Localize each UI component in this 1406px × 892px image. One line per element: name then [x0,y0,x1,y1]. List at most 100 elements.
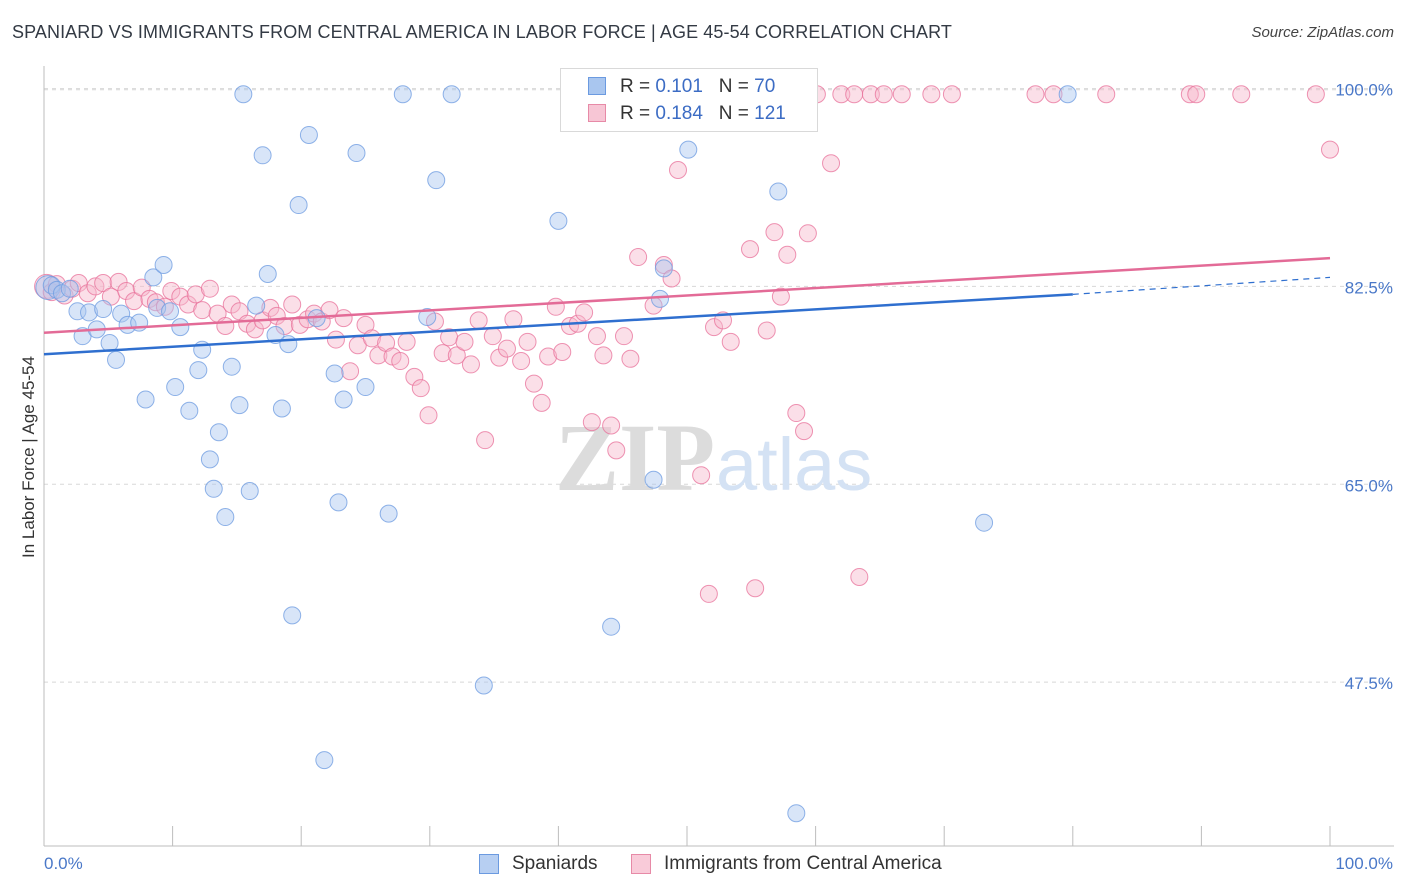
series-spaniards-points [35,85,1077,823]
immigrants-point [1232,85,1251,104]
trend-lines [43,256,1331,356]
immigrants-point [455,332,474,351]
spaniards-point [200,450,219,469]
immigrants-point [594,346,613,365]
immigrants-point [146,293,165,312]
immigrants-point [741,240,760,259]
immigrants-point [587,327,606,346]
grid-lines [44,88,1394,683]
spaniards-point [1058,85,1077,104]
legend-n-label: N = [718,76,749,97]
immigrants-point [1097,85,1116,104]
spaniards-point [216,508,235,527]
spaniards-point [80,303,99,322]
immigrants-point [705,318,724,337]
spaniards-point [787,804,806,823]
immigrants-point [504,310,523,329]
immigrants-point [539,347,558,366]
legend-swatch-spaniards [588,77,606,95]
spaniards-point [769,182,788,201]
immigrants-point [892,85,911,104]
immigrants-point [179,295,198,314]
spaniards-point [347,144,366,163]
spaniards-point [253,146,272,165]
spaniards-point [240,482,259,501]
spaniards-point [379,504,398,523]
immigrants-point [94,274,113,293]
immigrants-point [721,332,740,351]
legend-swatch-immigrants [588,104,606,122]
immigrants-point [822,154,841,173]
immigrants-point [326,330,345,349]
immigrants-point [1026,85,1045,104]
spaniards-point [60,279,79,298]
immigrants-point [461,355,480,374]
spaniards-point [258,265,277,283]
immigrants-point [553,343,572,361]
axes [43,66,1394,847]
immigrants-point [942,85,961,104]
legend-r-label: R = [620,76,651,97]
spaniards-point [204,479,223,498]
immigrants-point [334,309,353,328]
immigrants-point [320,301,339,320]
spaniards-point [47,280,66,299]
source-label: Source: ZipAtlas.com [1251,24,1394,41]
x-tick-label-max: 100.0% [1335,854,1393,873]
spaniards-point [393,85,412,104]
immigrants-point [518,332,537,351]
spaniards-point [166,378,185,397]
legend-n-value-spaniards: 70 [754,76,776,97]
immigrants-point [391,352,410,371]
spaniards-point [209,423,228,442]
immigrants-point [699,584,718,603]
spaniards-point [180,401,199,420]
spaniards-point [325,364,344,383]
immigrants-point [798,224,817,243]
immigrants-point [447,346,466,365]
legend-label-spaniards: Spaniards [512,853,598,874]
immigrants-point [117,281,136,300]
spaniards-point [272,399,291,418]
legend-swatch-spaniards [479,854,499,874]
immigrants-point [692,466,711,485]
immigrants-point [1044,85,1063,104]
spaniards-point [356,378,375,397]
spaniards-point [94,300,113,319]
trend-line-spaniards [43,293,1073,356]
immigrants-point [200,279,219,298]
immigrants-point [746,579,765,598]
immigrants-point [1187,85,1206,104]
y-tick-label: 82.5% [1345,278,1393,297]
spaniards-point [299,125,318,144]
spaniards-point [329,493,348,512]
immigrants-point [546,297,565,316]
immigrants-point [621,349,640,368]
spaniards-point [154,255,173,274]
legend-r-label: R = [620,103,651,124]
immigrants-point [874,85,893,104]
immigrants-point [524,374,543,393]
immigrants-point [861,85,880,104]
immigrants-point [341,362,360,381]
spaniards-point [334,390,353,409]
immigrants-point [171,287,190,306]
spaniards-point [283,606,302,625]
spaniards-point [222,357,241,376]
immigrants-point [419,406,438,425]
y-tick-label: 47.5% [1345,674,1393,693]
series-legend: Spaniards Immigrants from Central Americ… [0,852,1406,878]
immigrants-point [602,416,621,435]
immigrants-point [397,332,416,351]
immigrants-point [662,269,681,288]
spaniards-point [975,513,994,532]
spaniards-point [418,307,437,326]
immigrants-point [162,281,181,300]
immigrants-point [476,431,495,450]
spaniards-point [650,289,669,308]
y-axis-title: In Labor Force | Age 45-54 [19,356,38,558]
spaniards-point [161,302,180,321]
spaniards-point [189,361,208,380]
legend-label-immigrants: Immigrants from Central America [664,853,942,874]
immigrants-point [411,379,430,398]
